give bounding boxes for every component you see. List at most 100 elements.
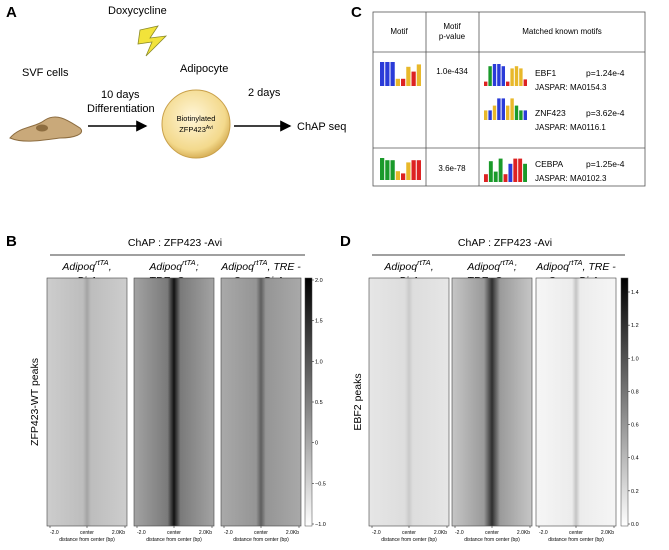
x-axis-label: distance from center (bp)	[59, 537, 115, 543]
bead-label: Biotinylated	[177, 114, 216, 123]
logo-glyph	[497, 64, 501, 86]
genotype-label: AdipoqrtTA, TRE -	[220, 258, 301, 273]
panel-title: ChAP : ZFP423 -Avi	[128, 237, 222, 249]
logo-glyph	[506, 105, 510, 120]
bead-label: ZFP423Avi	[179, 125, 213, 134]
genotype-text: ,	[109, 261, 112, 273]
logo-glyph	[492, 64, 497, 86]
genotype-sup: rtTA	[182, 258, 196, 267]
x-tick-label: center	[254, 530, 268, 536]
colorbar-label: 0	[315, 441, 318, 447]
motif-name: CEBPA	[535, 159, 564, 169]
logo-glyph	[501, 66, 505, 86]
table-header: Matched known motifs	[522, 27, 602, 36]
logo-glyph	[484, 174, 488, 182]
heatmap	[451, 277, 533, 527]
genotype-sup: rtTA	[569, 258, 583, 267]
cell-label: SVF cells	[22, 67, 69, 79]
x-axis-label: distance from center (bp)	[381, 537, 437, 543]
genotype-label: AdipoqrtTA,	[61, 258, 111, 273]
logo-glyph	[484, 81, 488, 86]
logo-glyph	[385, 62, 390, 86]
logo-glyph	[514, 105, 519, 120]
logo-glyph	[416, 160, 421, 180]
x-tick-label: -2.0	[539, 530, 548, 536]
colorbar	[304, 277, 313, 527]
colorbar-label: 0.6	[631, 423, 639, 429]
x-tick-label: center	[569, 530, 583, 536]
logo-glyph	[501, 98, 505, 120]
colorbar-label: 1.4	[631, 290, 639, 296]
step-label: 2 days	[248, 87, 281, 99]
y-axis-label: EBF2 peaks	[352, 373, 364, 430]
x-tick-label: 2.0Kb	[112, 530, 125, 536]
logo-glyph	[519, 110, 523, 120]
colorbar-label: 1.0	[631, 356, 639, 362]
colorbar-label: 0.0	[631, 522, 639, 528]
panel-label: A	[6, 4, 17, 21]
logo-glyph	[411, 71, 416, 86]
genotype-text: ,	[431, 261, 434, 273]
logo-glyph	[519, 68, 523, 86]
end-label: ChAP seq	[297, 121, 346, 133]
motif-name: ZNF423	[535, 108, 566, 118]
genotype-label: AdipoqrtTA, TRE -	[535, 258, 616, 273]
logo-glyph	[380, 158, 385, 180]
genotype-sup: rtTA	[500, 258, 514, 267]
heatmap	[220, 277, 302, 527]
colorbar-label: 2.0	[315, 278, 323, 284]
logo-glyph	[523, 79, 527, 86]
colorbar	[620, 277, 629, 527]
logo-glyph	[385, 160, 390, 180]
genotype-text: Adipoq	[148, 261, 182, 273]
logo-glyph	[518, 158, 523, 182]
x-tick-label: 2.0Kb	[601, 530, 614, 536]
logo-glyph	[510, 68, 514, 86]
p-value: 1.0e-434	[436, 67, 468, 76]
x-tick-label: -2.0	[137, 530, 146, 536]
adipocyte-icon	[161, 89, 231, 159]
logo-glyph	[514, 66, 519, 86]
heatmap	[133, 277, 215, 527]
genotype-text: ;	[196, 261, 199, 273]
colorbar-label: 0.4	[631, 456, 639, 462]
motif-p: p=1.24e-4	[586, 68, 625, 78]
nucleus-icon	[36, 124, 48, 132]
logo-glyph	[508, 163, 513, 182]
logo-glyph	[506, 81, 510, 86]
heatmap	[368, 277, 450, 527]
x-tick-label: -2.0	[455, 530, 464, 536]
jaspar-id: JASPAR: MA0102.3	[535, 174, 607, 183]
x-tick-label: -2.0	[50, 530, 59, 536]
panel-title: ChAP : ZFP423 -Avi	[458, 237, 552, 249]
logo-glyph	[395, 171, 400, 180]
step-label: Differentiation	[87, 103, 155, 115]
motif-p: p=3.62e-4	[586, 108, 625, 118]
table-header: Motif	[443, 22, 461, 31]
table-header: Motif	[390, 27, 408, 36]
schematic	[9, 25, 292, 159]
colorbar-label: 0.2	[631, 489, 639, 495]
logo-glyph	[488, 66, 492, 86]
logo-glyph	[416, 64, 421, 86]
logo-glyph	[401, 78, 406, 86]
logo-glyph	[484, 110, 488, 120]
logo-glyph	[411, 160, 416, 180]
logo-glyph	[395, 78, 400, 86]
colorbar-label: 1.2	[631, 323, 639, 329]
x-tick-label: center	[485, 530, 499, 536]
p-value: 3.6e-78	[438, 164, 466, 173]
drug-label: Doxycycline	[108, 5, 167, 17]
logo-glyph	[523, 163, 527, 182]
genotype-label: AdipoqrtTA;	[148, 258, 198, 273]
logo-glyph	[523, 110, 527, 120]
jaspar-id: JASPAR: MA0154.3	[535, 83, 607, 92]
genotype-text: Adipoq	[383, 261, 417, 273]
logo-glyph	[390, 62, 395, 86]
x-tick-label: center	[402, 530, 416, 536]
panel-label: C	[351, 4, 362, 21]
heatmap	[535, 277, 617, 527]
cell-label: Adipocyte	[180, 63, 228, 75]
logo-glyph	[380, 62, 385, 86]
